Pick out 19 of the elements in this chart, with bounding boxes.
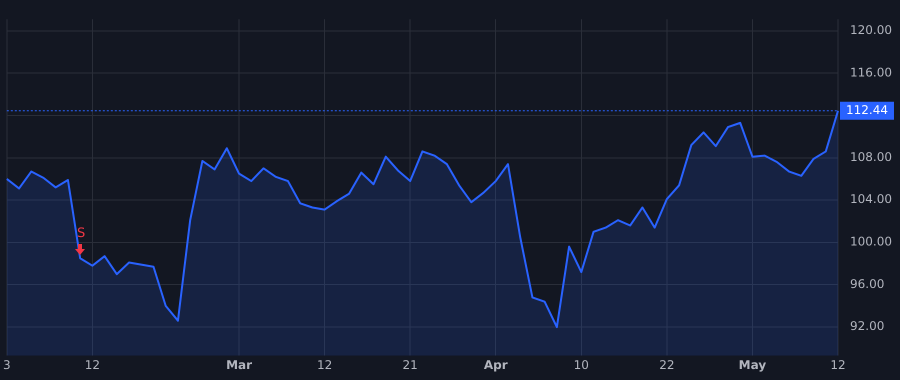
x-tick-label: 10 — [574, 358, 589, 372]
annotation: S — [77, 226, 86, 242]
ref-line-label: 112.44 — [846, 102, 888, 117]
y-tick-label: 96.00 — [850, 276, 884, 291]
y-tick-label: 120.00 — [850, 22, 892, 37]
y-tick-label: 104.00 — [850, 192, 892, 206]
y-tick-label: 116.00 — [850, 65, 892, 80]
x-tick-label: 3 — [2, 358, 11, 372]
x-tick-label: 12 — [84, 358, 100, 372]
x-tick-label: Apr — [484, 358, 508, 372]
x-tick-label: Mar — [226, 358, 252, 372]
x-tick-label: 21 — [402, 358, 418, 372]
y-tick-label: 108.00 — [850, 150, 892, 164]
x-tick-label: 12 — [830, 358, 846, 372]
x-tick-label: May — [738, 358, 766, 372]
y-tick-label: 92.00 — [850, 319, 884, 334]
y-tick-label: 100.00 — [850, 234, 892, 249]
x-tick-label: 12 — [316, 358, 332, 372]
x-tick-label: 22 — [659, 358, 675, 372]
